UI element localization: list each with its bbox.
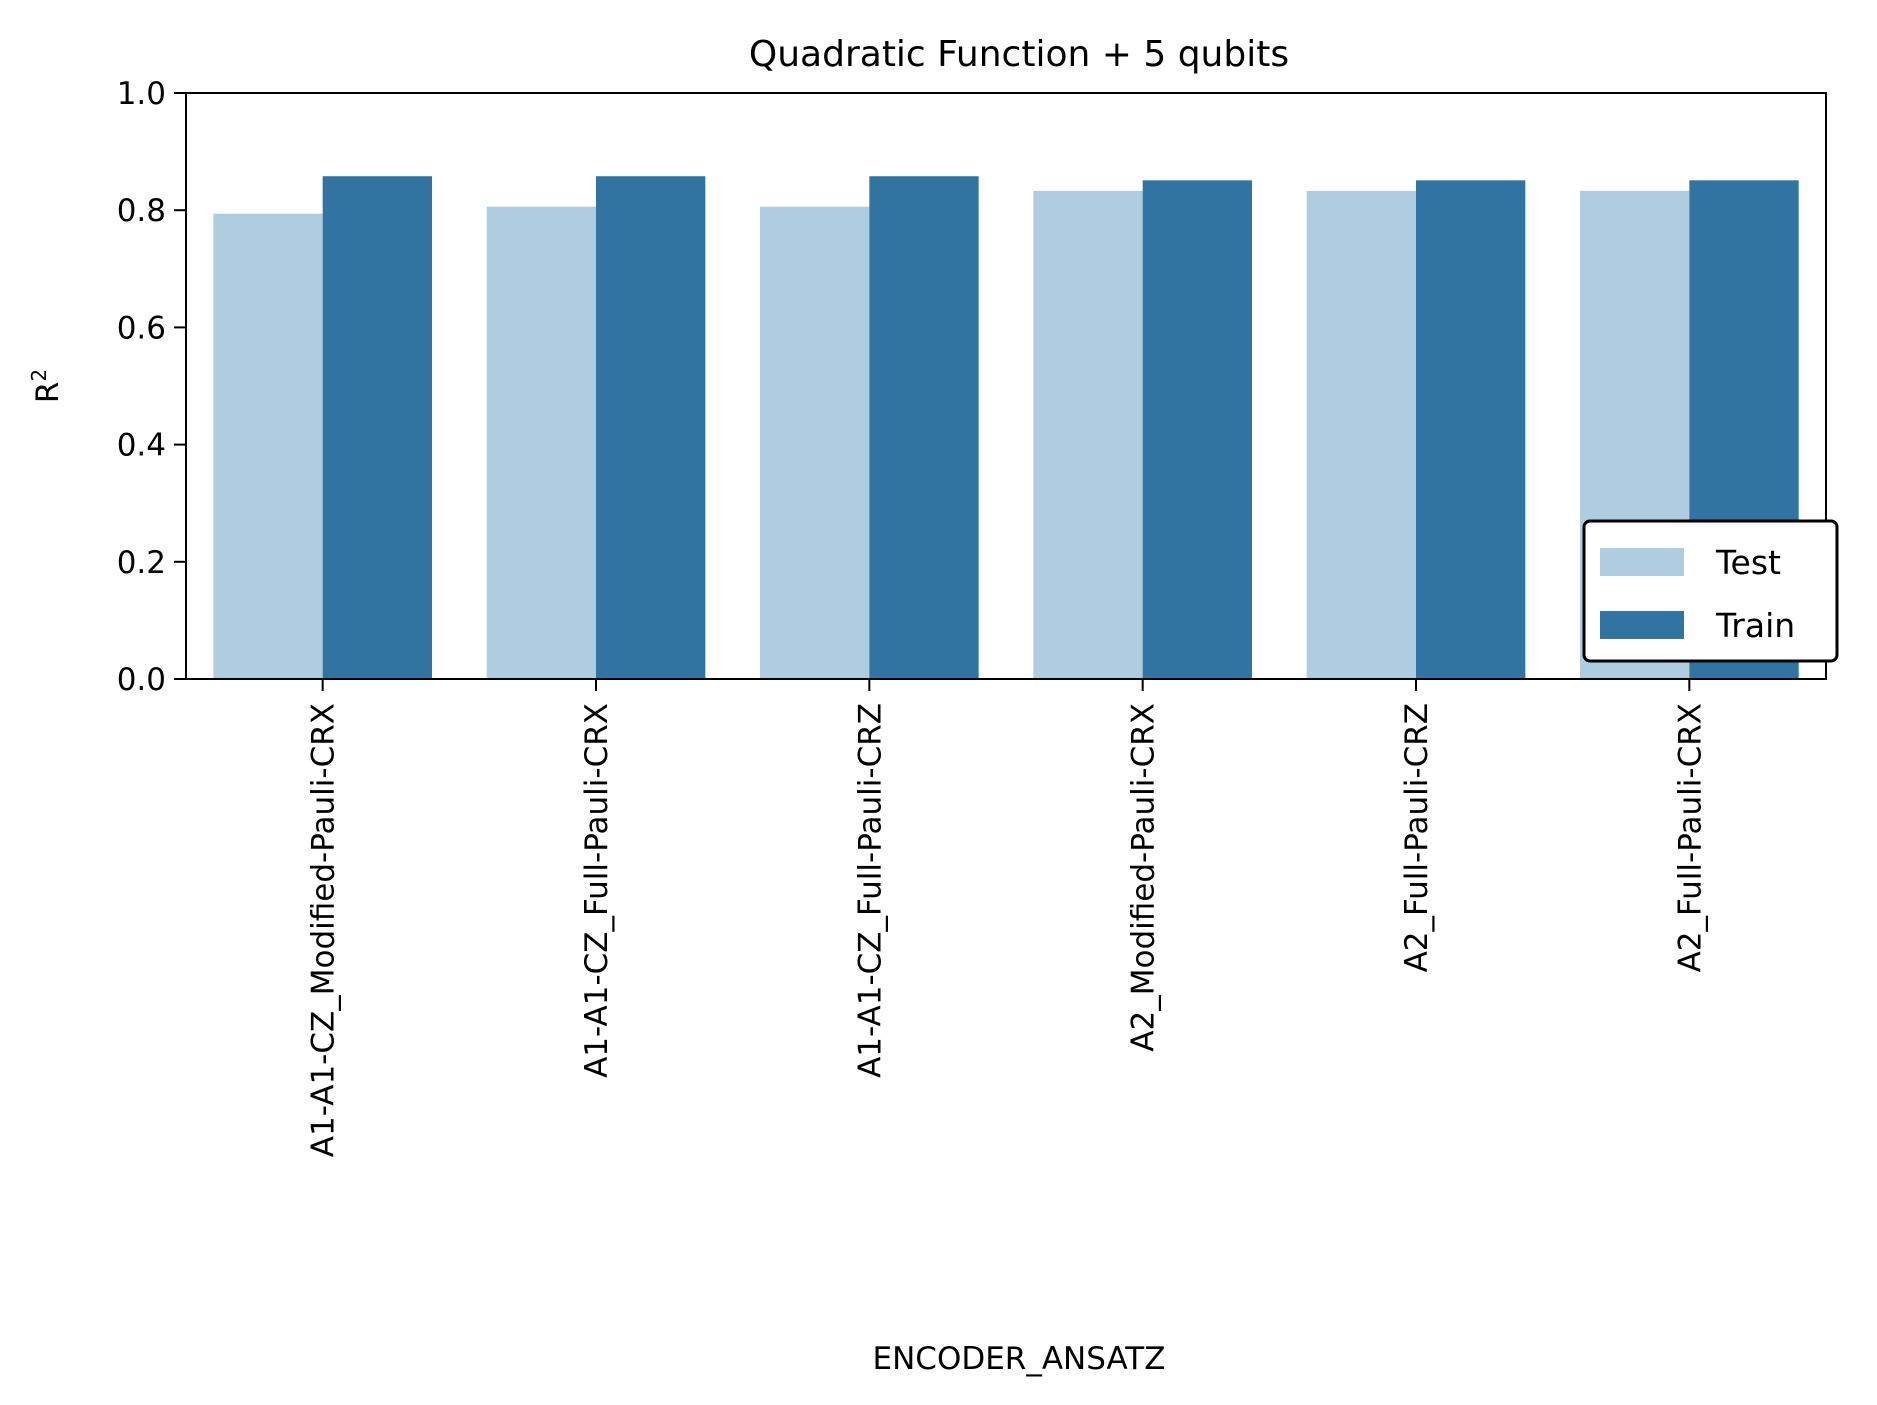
legend-label-test: Test	[1715, 543, 1781, 582]
bar-test-4	[1306, 190, 1416, 679]
legend-label-train: Train	[1715, 606, 1795, 645]
bar-train-2	[869, 176, 979, 679]
bars-group	[213, 176, 1799, 679]
y-tick-label: 0.4	[117, 428, 166, 464]
x-tick-label: A1-A1-CZ_Full-Pauli-CRZ	[852, 703, 888, 1078]
legend-box	[1582, 519, 1839, 663]
bar-test-2	[760, 206, 870, 679]
x-tick-label: A2_Modified-Pauli-CRX	[1126, 703, 1162, 1052]
chart-title: Quadratic Function + 5 qubits	[749, 34, 1289, 75]
y-tick-label: 0.8	[117, 193, 166, 229]
legend: Test Train	[1582, 519, 1839, 663]
bar-train-1	[596, 176, 706, 679]
bar-train-0	[322, 176, 432, 679]
x-tick-label: A1-A1-CZ_Full-Pauli-CRX	[579, 703, 615, 1078]
legend-swatch-test	[1600, 548, 1684, 576]
y-tick-label: 0.2	[117, 545, 166, 581]
plot-frame	[185, 92, 1827, 680]
x-tick-label: A1-A1-CZ_Modified-Pauli-CRX	[306, 703, 342, 1157]
y-tick-label: 0.0	[117, 662, 166, 698]
bar-test-1	[486, 206, 596, 679]
x-axis: A1-A1-CZ_Modified-Pauli-CRX A1-A1-CZ_Full…	[306, 679, 1708, 1157]
y-tick-label: 1.0	[117, 76, 166, 112]
bar-test-3	[1033, 190, 1143, 679]
y-axis-label: R2	[27, 369, 66, 403]
legend-swatch-train	[1600, 611, 1684, 639]
y-tick-label: 0.6	[117, 310, 166, 346]
bar-test-0	[213, 213, 323, 679]
x-tick-label: A2_Full-Pauli-CRX	[1672, 703, 1708, 972]
x-axis-label: ENCODER_ANSATZ	[873, 1341, 1166, 1377]
y-axis: 0.0 0.2 0.4 0.6 0.8 1.0	[117, 76, 186, 698]
bar-train-4	[1416, 180, 1526, 679]
bar-train-3	[1142, 180, 1252, 679]
x-tick-label: A2_Full-Pauli-CRZ	[1399, 703, 1435, 972]
